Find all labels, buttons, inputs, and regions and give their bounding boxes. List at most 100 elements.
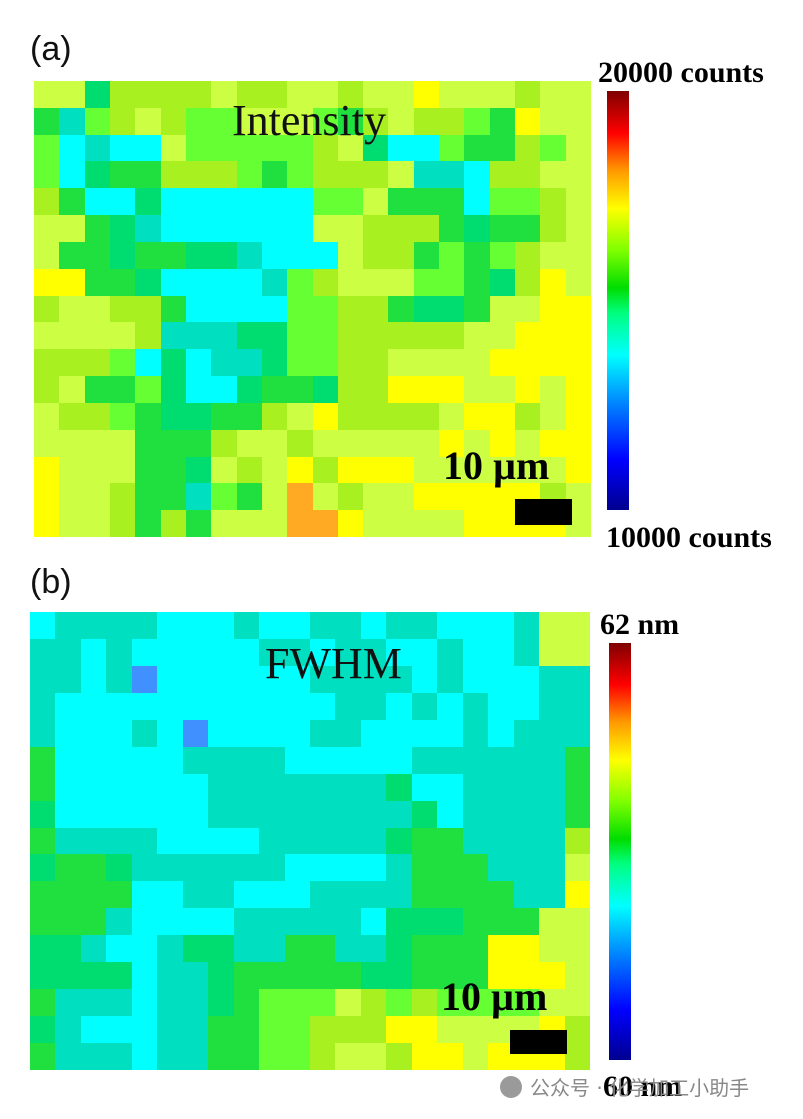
- intensity-pixel: [337, 510, 364, 537]
- fwhm-pixel: [488, 612, 514, 639]
- intensity-pixel: [109, 241, 136, 269]
- fwhm-pixel: [55, 989, 81, 1017]
- fwhm-pixel: [411, 827, 438, 855]
- intensity-pixel: [464, 322, 490, 350]
- fwhm-pixel: [284, 827, 310, 855]
- fwhm-pixel: [157, 827, 183, 855]
- intensity-pixel: [413, 322, 440, 350]
- fwhm-pixel: [80, 908, 107, 936]
- fwhm-pixel: [131, 665, 158, 693]
- fwhm-pixel: [564, 746, 590, 774]
- fwhm-pixel: [106, 719, 132, 747]
- intensity-pixel: [211, 134, 237, 162]
- fwhm-pixel: [30, 612, 56, 639]
- intensity-pixel: [160, 241, 186, 269]
- scale-bar-b: [510, 1030, 567, 1054]
- fwhm-pixel: [30, 665, 56, 693]
- fwhm-pixel: [564, 1016, 590, 1044]
- intensity-pixel: [261, 349, 288, 377]
- intensity-pixel: [489, 295, 516, 323]
- intensity-pixel: [363, 107, 389, 135]
- fwhm-pixel: [157, 881, 183, 909]
- fwhm-pixel: [233, 800, 260, 828]
- intensity-pixel: [337, 215, 364, 242]
- fwhm-pixel: [233, 719, 260, 747]
- fwhm-pixel: [182, 935, 209, 963]
- wechat-icon: [500, 1075, 522, 1098]
- intensity-pixel: [34, 483, 60, 511]
- intensity-pixel: [363, 295, 389, 323]
- fwhm-pixel: [30, 962, 56, 990]
- intensity-pixel: [211, 295, 237, 323]
- intensity-pixel: [84, 188, 110, 216]
- fwhm-pixel: [182, 908, 209, 936]
- intensity-pixel: [109, 429, 136, 457]
- intensity-pixel: [565, 188, 591, 216]
- intensity-pixel: [388, 268, 414, 296]
- fwhm-pixel: [386, 908, 412, 936]
- intensity-pixel: [540, 241, 566, 269]
- fwhm-pixel: [488, 773, 514, 801]
- fwhm-pixel: [462, 881, 489, 909]
- intensity-pixel: [211, 429, 237, 457]
- fwhm-pixel: [564, 719, 590, 747]
- fwhm-pixel: [310, 665, 336, 693]
- intensity-pixel: [363, 456, 389, 484]
- intensity-pixel: [287, 81, 313, 108]
- intensity-pixel: [261, 241, 288, 269]
- fwhm-pixel: [284, 773, 310, 801]
- fwhm-pixel: [131, 935, 158, 963]
- intensity-pixel: [312, 268, 338, 296]
- fwhm-pixel: [80, 638, 107, 666]
- fwhm-pixel: [106, 908, 132, 936]
- intensity-pixel: [160, 402, 186, 430]
- fwhm-pixel: [411, 935, 438, 963]
- fwhm-pixel: [157, 638, 183, 666]
- fwhm-pixel: [131, 800, 158, 828]
- fwhm-pixel: [157, 665, 183, 693]
- intensity-pixel: [312, 295, 338, 323]
- fwhm-pixel: [106, 800, 132, 828]
- fwhm-pixel: [106, 1016, 132, 1044]
- intensity-pixel: [388, 295, 414, 323]
- fwhm-pixel: [30, 881, 56, 909]
- fwhm-pixel: [55, 665, 81, 693]
- fwhm-pixel: [411, 746, 438, 774]
- intensity-pixel: [312, 322, 338, 350]
- fwhm-pixel: [55, 746, 81, 774]
- fwhm-pixel: [182, 800, 209, 828]
- intensity-pixel: [312, 376, 338, 403]
- watermark-text: 公众号 · 化学加工小助手: [530, 1076, 750, 1100]
- fwhm-pixel: [360, 827, 387, 855]
- intensity-pixel: [261, 376, 288, 403]
- intensity-pixel: [464, 295, 490, 323]
- intensity-pixel: [84, 483, 110, 511]
- intensity-pixel: [464, 134, 490, 162]
- fwhm-pixel: [30, 1043, 56, 1070]
- intensity-pixel: [515, 349, 541, 377]
- intensity-pixel: [211, 510, 237, 537]
- fwhm-pixel: [233, 1016, 260, 1044]
- fwhm-pixel: [564, 881, 590, 909]
- intensity-pixel: [211, 81, 237, 108]
- intensity-pixel: [287, 376, 313, 403]
- fwhm-pixel: [335, 746, 361, 774]
- fwhm-pixel: [310, 692, 336, 720]
- fwhm-pixel: [284, 935, 310, 963]
- fwhm-pixel: [462, 827, 489, 855]
- fwhm-pixel: [157, 800, 183, 828]
- fwhm-pixel: [539, 746, 565, 774]
- fwhm-pixel: [462, 962, 489, 990]
- fwhm-pixel: [233, 746, 260, 774]
- fwhm-pixel: [284, 989, 310, 1017]
- fwhm-pixel: [360, 746, 387, 774]
- intensity-pixel: [565, 456, 591, 484]
- intensity-pixel: [565, 295, 591, 323]
- fwhm-pixel: [335, 908, 361, 936]
- intensity-pixel: [84, 429, 110, 457]
- intensity-pixel: [439, 322, 465, 350]
- intensity-pixel: [84, 510, 110, 537]
- intensity-pixel: [109, 349, 136, 377]
- intensity-pixel: [337, 241, 364, 269]
- fwhm-pixel: [437, 827, 463, 855]
